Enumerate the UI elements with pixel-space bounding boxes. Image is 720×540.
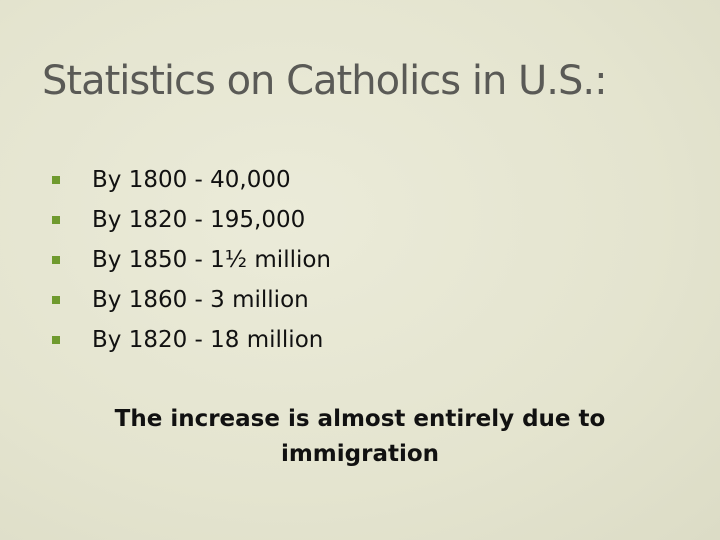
note: The increase is almost entirely due to i… <box>114 406 606 467</box>
bullet-marker <box>52 296 60 304</box>
bullet-list: By 1800 - 40,000 By 1820 - 195,000 By 1850… <box>0 160 331 360</box>
bullet-text: By 1850 - 1½ million <box>92 247 332 273</box>
bullet-text: By 1860 - 3 million <box>92 287 309 313</box>
bullet-marker <box>52 336 60 344</box>
bullet-text: By 1820 - 18 million <box>92 327 324 353</box>
bullet-item: By 1860 - 3 million <box>0 280 331 320</box>
bullet-item: By 1800 - 40,000 <box>0 160 331 200</box>
bullet-marker <box>52 256 60 264</box>
bullet-marker <box>52 176 60 184</box>
bullet-item: By 1850 - 1½ million <box>0 240 331 280</box>
bullet-item: By 1820 - 195,000 <box>0 200 331 240</box>
slide-title: Statistics on Catholics in U.S.: <box>42 58 608 104</box>
bullet-text: By 1820 - 195,000 <box>92 207 306 233</box>
bullet-marker <box>52 216 60 224</box>
bullet-item: By 1820 - 18 million <box>0 320 331 360</box>
bullet-text: By 1800 - 40,000 <box>92 167 291 193</box>
